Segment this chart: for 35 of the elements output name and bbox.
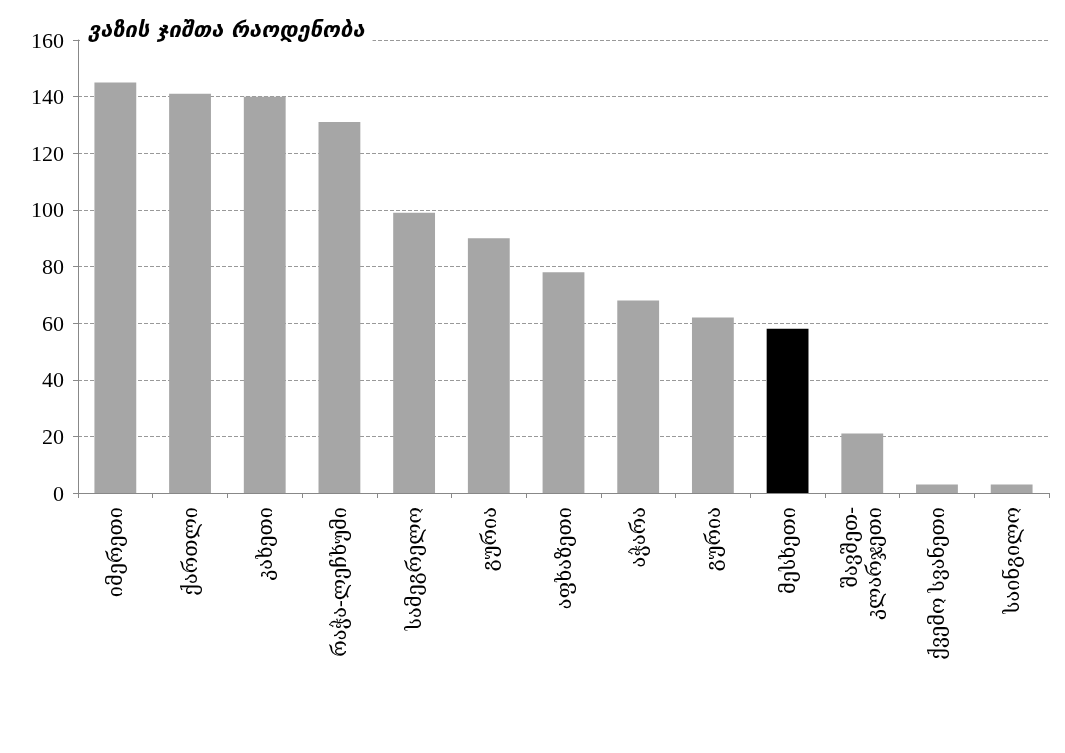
bar <box>542 272 585 493</box>
x-tick-label: სამეგრელო <box>403 507 427 632</box>
y-tick-label: 160 <box>31 27 64 53</box>
x-tick-label: მესხეთი <box>776 507 800 594</box>
bar <box>243 96 286 493</box>
x-tick-label: ქვემო სვანეთი <box>925 507 949 660</box>
bar <box>169 93 211 493</box>
y-tick-label: 40 <box>42 367 64 393</box>
x-tick-label: გურია <box>477 507 501 572</box>
bar <box>393 212 436 493</box>
bar <box>916 484 958 493</box>
y-tick-label: 140 <box>31 84 64 110</box>
y-tick-label: 80 <box>42 254 64 279</box>
x-tick-label: იმერეთი <box>104 507 128 598</box>
y-tick-label: 100 <box>31 197 64 223</box>
bar <box>766 328 809 493</box>
bar <box>94 82 137 493</box>
bar <box>617 300 660 493</box>
y-tick-label: 0 <box>53 480 64 506</box>
chart-title: ვაზის ჯიშთა რაოდენობა <box>87 16 366 42</box>
x-tick-label: აჭარა <box>627 507 651 568</box>
x-tick-label: აფხაზეთი <box>552 507 576 610</box>
y-tick-label: 120 <box>31 140 64 166</box>
x-tick-label: კახეთი <box>253 507 277 581</box>
x-tick-label: გურია <box>701 507 725 572</box>
bar <box>691 317 734 493</box>
y-tick-label: 20 <box>42 423 64 449</box>
bar <box>841 433 884 493</box>
bar <box>990 484 1033 493</box>
x-tick-label: ქართლი <box>179 507 203 596</box>
x-tick-label: რაჭა-ლეჩხუმი <box>328 507 352 657</box>
bar <box>318 122 361 493</box>
bar <box>467 238 510 493</box>
y-tick-label: 60 <box>42 310 64 336</box>
x-tick-label: საინგილო <box>1000 507 1024 615</box>
